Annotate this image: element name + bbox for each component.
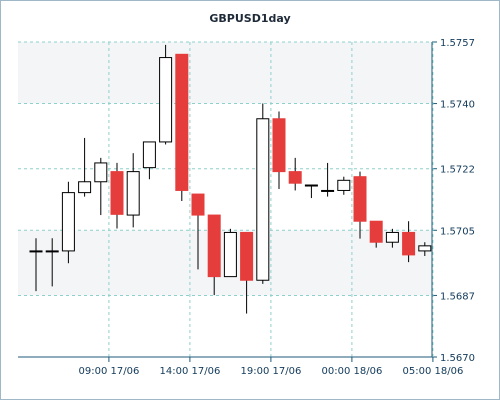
- candle-body-bullish: [142, 141, 156, 169]
- candle-body-bearish: [353, 176, 367, 222]
- candle-body-bullish: [61, 192, 75, 252]
- candle-body-bearish: [207, 214, 221, 278]
- y-tick-label: 1.5722: [440, 165, 475, 176]
- candle-body-bullish: [45, 250, 59, 253]
- x-tick-label: 19:00 17/06: [240, 366, 301, 377]
- candle-body-bullish: [337, 179, 351, 191]
- candle-body-bearish: [272, 118, 286, 173]
- candle-body-bearish: [369, 220, 383, 243]
- candle-body-bearish: [175, 53, 189, 191]
- candle-body-bullish: [321, 189, 335, 192]
- candle-body-bullish: [29, 250, 43, 253]
- candle-body-bearish: [110, 171, 124, 215]
- x-tick-label: 14:00 17/06: [159, 366, 220, 377]
- candle-body-bullish: [256, 118, 270, 281]
- candle-body-bearish: [402, 231, 416, 256]
- candle-body-bullish: [304, 184, 318, 187]
- candle-body-bullish: [126, 171, 140, 216]
- x-tick-label: 09:00 17/06: [78, 366, 139, 377]
- candle-body-bearish: [288, 171, 302, 184]
- plot-area: 1.5757 1.5740 1.5722 1.5705 1.5687 1.5670 09:0…: [18, 38, 475, 377]
- candle-body-bullish: [159, 57, 173, 143]
- candle-body-bullish: [94, 162, 108, 183]
- candle-body-bullish: [418, 245, 432, 252]
- candle-body-bullish: [78, 181, 92, 194]
- plot-background-band: [18, 42, 432, 104]
- x-tick-label: 00:00 18/06: [321, 366, 382, 377]
- x-tick-label: 05:00 18/06: [402, 366, 463, 377]
- candle-body-bullish: [385, 231, 399, 243]
- y-tick-label: 1.5757: [440, 38, 475, 49]
- y-tick-label: 1.5687: [440, 291, 475, 302]
- y-tick-label: 1.5740: [440, 100, 475, 111]
- candle-body-bearish: [191, 193, 205, 216]
- y-tick-label: 1.5705: [440, 226, 475, 237]
- y-tick-label: 1.5670: [440, 353, 475, 364]
- candle-body-bullish: [223, 231, 237, 278]
- chart-title: GBPUSD1day: [209, 12, 290, 25]
- candle-body-bearish: [240, 231, 254, 281]
